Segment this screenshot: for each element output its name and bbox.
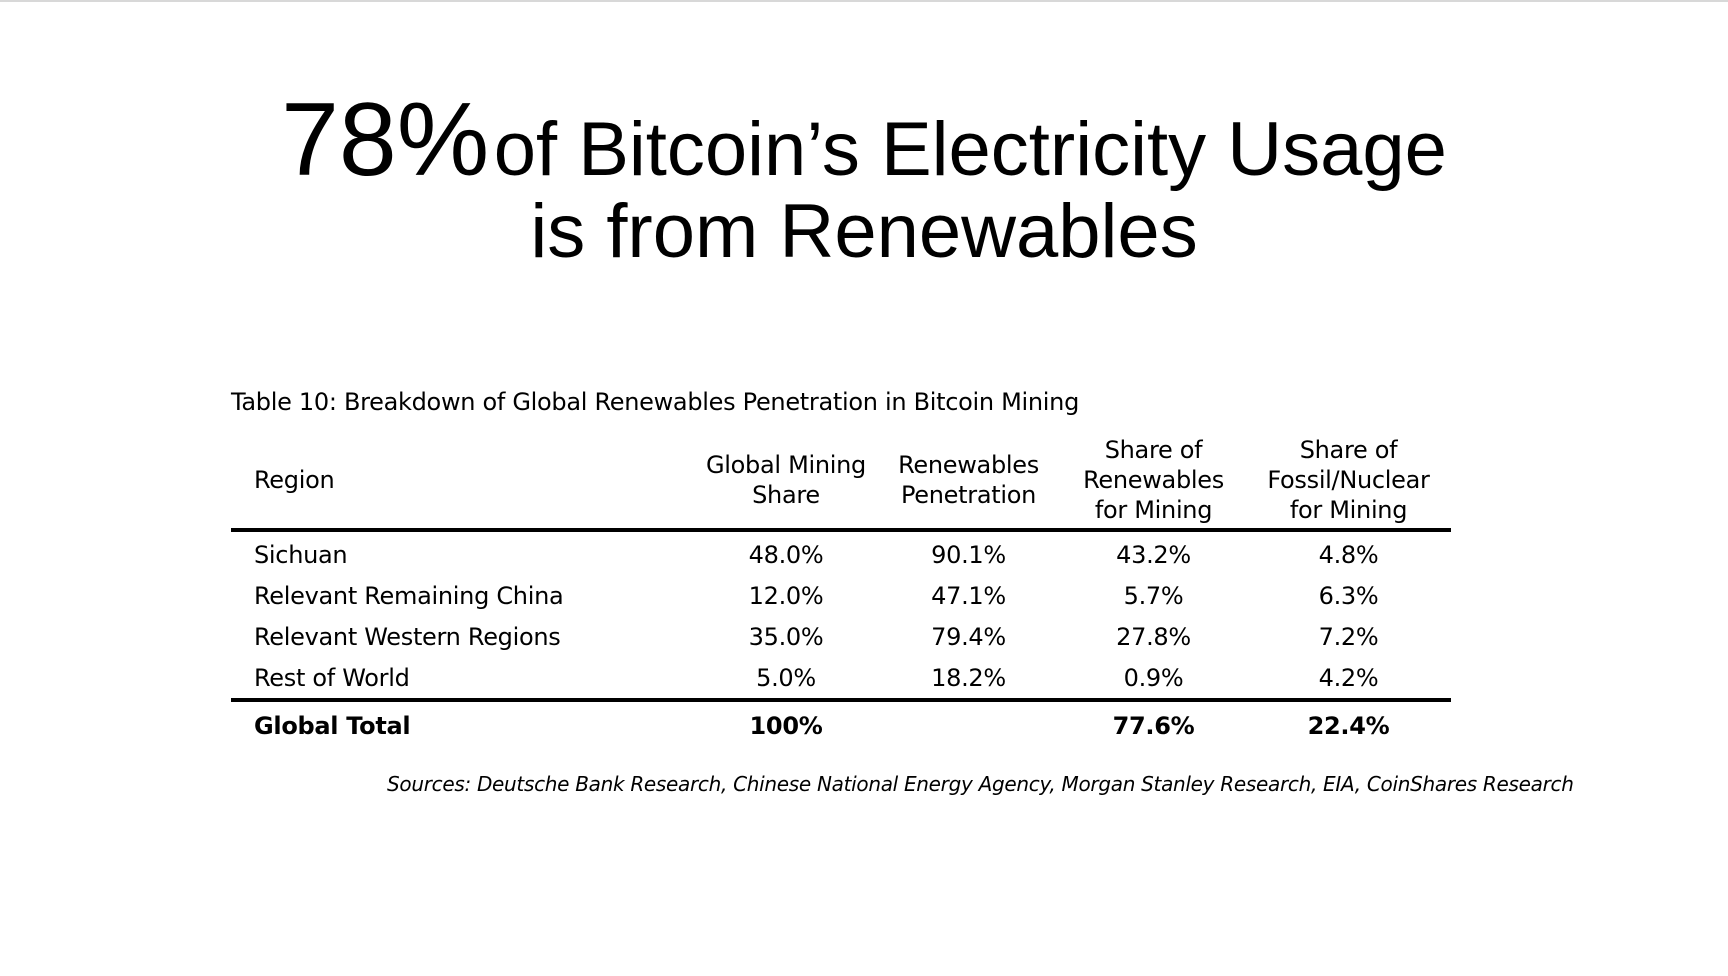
cell-total-label: Global Total [254, 712, 411, 740]
cell-total-renewables-penetration [876, 702, 1061, 750]
headline-line-1: 78% of Bitcoin’s Electricity Usage [0, 88, 1728, 192]
table-row: Sichuan 48.0% 90.1% 43.2% 4.8% [231, 534, 1451, 575]
table-header-row: Region Global Mining Share Renewables Pe… [231, 432, 1451, 532]
cell-region: Sichuan [254, 540, 348, 569]
sources-note: Sources: Deutsche Bank Research, Chinese… [387, 772, 1574, 796]
cell-region: Rest of World [254, 663, 410, 692]
headline: 78% of Bitcoin’s Electricity Usage is fr… [0, 88, 1728, 270]
header-renewables-penetration: Renewables Penetration [898, 451, 1039, 509]
header-global-mining-share: Global Mining Share [706, 451, 866, 509]
table-caption: Table 10: Breakdown of Global Renewables… [231, 388, 1080, 416]
cell-total-share-fossil-nuclear: 22.4% [1307, 712, 1390, 740]
cell-total-global-mining-share: 100% [749, 712, 823, 740]
cell-global-mining-share: 12.0% [748, 581, 824, 610]
cell-region: Relevant Remaining China [254, 581, 564, 610]
renewables-table: Region Global Mining Share Renewables Pe… [231, 432, 1451, 750]
header-share-renewables: Share of Renewables for Mining [1083, 436, 1224, 524]
headline-percent: 78% [281, 82, 490, 198]
cell-global-mining-share: 48.0% [748, 540, 824, 569]
table-row: Rest of World 5.0% 18.2% 0.9% 4.2% [231, 657, 1451, 702]
headline-line-2: is from Renewables [530, 189, 1198, 274]
table-body: Sichuan 48.0% 90.1% 43.2% 4.8% Relevant … [231, 532, 1451, 702]
headline-line-1-text: of Bitcoin’s Electricity Usage [493, 107, 1447, 192]
cell-total-share-renewables: 77.6% [1112, 712, 1195, 740]
cell-share-fossil-nuclear: 6.3% [1318, 581, 1379, 610]
cell-share-renewables: 5.7% [1123, 581, 1184, 610]
cell-share-renewables: 27.8% [1116, 622, 1191, 651]
cell-global-mining-share: 35.0% [748, 622, 824, 651]
cell-renewables-penetration: 18.2% [931, 663, 1006, 692]
table-row: Relevant Remaining China 12.0% 47.1% 5.7… [231, 575, 1451, 616]
cell-share-fossil-nuclear: 7.2% [1318, 622, 1379, 651]
cell-renewables-penetration: 47.1% [931, 581, 1006, 610]
cell-share-renewables: 0.9% [1123, 663, 1184, 692]
cell-renewables-penetration: 79.4% [931, 622, 1006, 651]
header-share-fossil-nuclear: Share of Fossil/Nuclear for Mining [1267, 436, 1430, 524]
cell-renewables-penetration: 90.1% [931, 540, 1006, 569]
cell-share-fossil-nuclear: 4.2% [1318, 663, 1379, 692]
cell-global-mining-share: 5.0% [756, 663, 816, 692]
table-total-row: Global Total 100% 77.6% 22.4% [231, 702, 1451, 750]
top-border [0, 0, 1728, 2]
header-region: Region [254, 466, 335, 494]
cell-region: Relevant Western Regions [254, 622, 561, 651]
cell-share-fossil-nuclear: 4.8% [1318, 540, 1379, 569]
cell-share-renewables: 43.2% [1116, 540, 1191, 569]
table-row: Relevant Western Regions 35.0% 79.4% 27.… [231, 616, 1451, 657]
